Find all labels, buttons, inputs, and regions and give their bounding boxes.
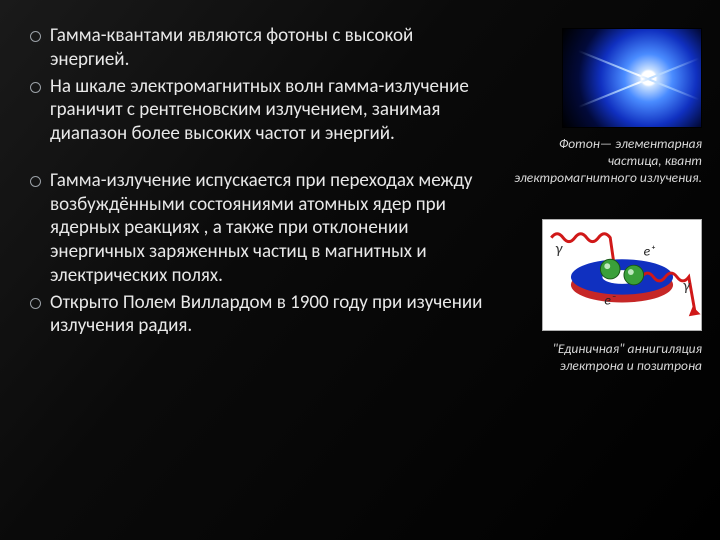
bullet-item: На шкале электромагнитных волн гамма-изл… — [28, 75, 494, 146]
photon-caption: Фотон— элементарная частица, квант элект… — [512, 136, 702, 187]
bullet-item: Гамма-излучение испускается при перехода… — [28, 169, 494, 288]
e-plus-label: e⁺ — [644, 242, 656, 259]
gamma-label: γ — [683, 276, 691, 295]
figure-column: Фотон— элементарная частица, квант элект… — [512, 24, 702, 522]
e-minus-label: e⁻ — [604, 291, 616, 308]
gamma-label: γ — [555, 239, 563, 258]
bullet-list-bottom: Гамма-излучение испускается при перехода… — [28, 169, 494, 341]
text-column: Гамма-квантами являются фотоны с высокой… — [28, 24, 494, 522]
annihilation-image: γ γ e⁺ e⁻ — [542, 219, 702, 331]
bullet-list-top: Гамма-квантами являются фотоны с высокой… — [28, 24, 494, 149]
bullet-item: Открыто Полем Виллардом в 1900 году при … — [28, 291, 494, 339]
figure-annihilation: γ γ e⁺ e⁻ — [542, 219, 702, 331]
photon-image — [562, 28, 702, 128]
annihilation-caption: "Единичная" аннигиляция электрона и пози… — [512, 341, 702, 375]
figure-photon — [562, 28, 702, 128]
bullet-item: Гамма-квантами являются фотоны с высокой… — [28, 24, 494, 72]
slide-content: Гамма-квантами являются фотоны с высокой… — [28, 24, 702, 522]
annihilation-svg: γ γ e⁺ e⁻ — [543, 220, 701, 330]
spacer — [28, 149, 494, 169]
